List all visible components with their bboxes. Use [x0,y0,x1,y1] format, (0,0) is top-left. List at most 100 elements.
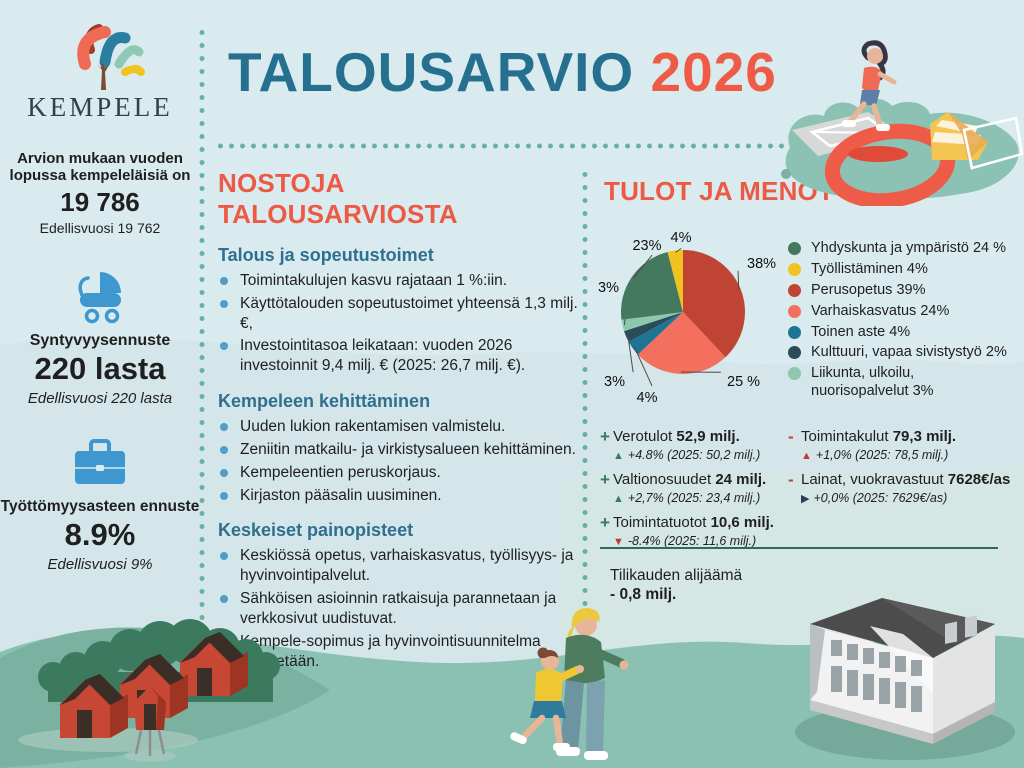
bullet-item: Käyttötalouden sopeutustoimet yhteensä 1… [218,294,590,334]
stat-change-text: +4.8% (2025: 50,2 milj.) [627,448,761,462]
sidebar-dotted-divider [199,26,205,646]
population-stat: Arvion mukaan vuoden lopussa kempeleläis… [0,150,200,236]
building-illustration [795,598,1015,760]
stat-label: Toimintatuotot [613,514,711,531]
section-heading: Kempeleen kehittäminen [218,391,431,412]
legend-swatch [788,283,801,297]
stat-item: + Verotulot 52,9 milj. ▲ +4.8% (2025: 50,2 … [600,427,790,462]
pie-callout-line [627,335,634,373]
stat-value: 79,3 milj. [892,428,957,445]
result-value: - 0,8 milj. [610,586,677,604]
stat-label: Lainat, vuokravastuut [801,471,948,488]
stat-change: ▲ +1,0% (2025: 78,5 milj.) [801,448,956,462]
stat-label: Verotulot [613,428,677,445]
pie-slice [621,312,683,332]
trend-up-good-icon: ▲ [613,493,624,505]
trend-flat-icon: ▶ [801,493,810,505]
sports-park-illustration [781,40,1024,206]
highlights-column: NOSTOJA TALOUSARVIOSTA Talous ja sopeutu… [218,168,590,674]
stat-value: 7628€/as [947,471,1011,488]
legend-swatch [788,346,801,360]
bullet-list: Toimintakulujen kasvu rajataan 1 %:iin. K… [218,271,590,376]
highlights-section: Kempeleen kehittäminen Uuden lukion raken… [218,391,590,505]
stroller-icon [78,272,121,324]
pie-slice [683,250,745,358]
expense-stats: - Toimintakulut 79,3 milj. ▲ +1,0% (2025: 7… [788,427,1013,514]
highlights-section: Talous ja sopeutustoimet Toimintakulujen … [218,245,590,376]
result-divider [600,547,998,549]
houses-illustration [18,619,280,762]
legend-swatch [788,367,801,381]
bullet-item: Investointitasoa leikataan: vuoden 2026 … [218,336,590,376]
stat-sign: - [788,470,794,489]
result-label: Tilikauden alijäämä [610,567,743,584]
unemployment-previous: Edellisvuosi 9% [47,556,153,573]
stat-value: 10,6 milj. [710,514,774,531]
legend-label: Varhaiskasvatus 24% [811,302,950,319]
pie-callout-line [632,254,653,279]
result-block: Tilikauden alijäämä - 0,8 milj. [610,566,742,605]
legend-swatch [788,262,801,276]
legend-label: Toinen aste 4% [811,323,911,340]
stat-value: 24 milj. [715,471,767,488]
stat-label: Valtionosuudet [613,471,716,488]
pie-slice [667,250,683,312]
title-year: 2026 [650,41,777,103]
logo-tree-icon [77,24,145,90]
unemployment-value: 8.9% [64,517,136,552]
legend-item: Varhaiskasvatus 24% [788,303,1007,320]
bullet-list: Keskiössä opetus, varhaiskasvatus, työll… [218,546,590,671]
stat-item: + Toimintatuotot 10,6 milj. ▼ -8.4% (2025: … [600,513,790,548]
births-previous: Edellisvuosi 220 lasta [27,390,173,407]
bullet-item: Kirjaston pääsalin uusiminen. [218,486,590,506]
legend-item: Toinen aste 4% [788,324,1007,341]
stat-change-text: +2,7% (2025: 23,4 milj.) [627,491,761,505]
legend-label: Liikunta, ulkoilu, nuorisopalvelut 3% [811,365,934,399]
stat-change-text: +0,0% (2025: 7629€/as) [813,491,948,505]
pie-slice-label: 25 % [727,374,760,390]
pie-slice-label: 4% [637,390,658,406]
column-dotted-divider [582,168,588,628]
section-heading: Talous ja sopeutustoimet [218,245,434,265]
pie-slice-label: 4% [671,230,692,246]
bullet-item: Uuden lukion rakentamisen valmistelu. [218,417,590,437]
legend-item: Perusopetus 39% [788,282,1007,299]
trend-up-good-icon: ▲ [613,450,624,462]
births-stat: Syntyvyysennuste 220 lasta Edellisvuosi … [0,266,200,407]
income-stats: + Verotulot 52,9 milj. ▲ +4.8% (2025: 50,2 … [600,427,790,557]
legend-label: Perusopetus 39% [811,281,926,298]
pie-slice-label: 3% [598,280,619,296]
legend-swatch [788,325,801,339]
trend-up-bad-icon: ▲ [801,450,812,462]
pie-legend: Yhdyskunta ja ympäristö 24 % Työllistämin… [788,240,1007,404]
budget-column-title: TULOT JA MENOT [604,176,834,207]
bullet-list: Uuden lukion rakentamisen valmistelu. Zen… [218,417,590,505]
stat-main: Toimintatuotot 10,6 milj. [613,514,774,532]
stat-item: + Valtionosuudet 24 milj. ▲ +2,7% (2025: 23… [600,470,790,505]
legend-label: Yhdyskunta ja ympäristö 24 % [811,240,1007,256]
pie-slice-label: 38% [747,256,776,272]
population-previous: Edellisvuosi 19 762 [39,219,161,236]
stat-main: Lainat, vuokravastuut 7628€/as [801,471,1010,489]
pie-slice [628,312,683,355]
legend-item: Liikunta, ulkoilu, nuorisopalvelut 3% [788,365,1007,400]
population-label-line1: Arvion mukaan vuoden [17,150,183,167]
stat-change: ▲ +4.8% (2025: 50,2 milj.) [613,448,760,462]
bullet-item: Toimintakulujen kasvu rajataan 1 %:iin. [218,271,590,291]
legend-label: Työllistäminen 4% [811,260,928,277]
unemployment-label: Työttömyysasteen ennuste [0,498,200,515]
births-value: 220 lasta [34,351,166,386]
briefcase-icon [75,439,125,484]
stat-sign: - [788,427,794,446]
pie-callout-line [634,347,653,387]
page-title: TALOUSARVIO 2026 [228,40,777,104]
title-main: TALOUSARVIO [228,41,635,103]
pie-slice [637,312,726,374]
stat-item: - Toimintakulut 79,3 milj. ▲ +1,0% (2025: 7… [788,427,1013,462]
stat-value: 52,9 milj. [676,428,740,445]
bullet-item: Zeniitin matkailu- ja virkistysalueen ke… [218,440,590,460]
pie-slice-label: 23% [632,238,661,254]
legend-swatch [788,242,801,255]
highlights-section: Keskeiset painopisteet Keskiössä opetus, … [218,520,590,671]
